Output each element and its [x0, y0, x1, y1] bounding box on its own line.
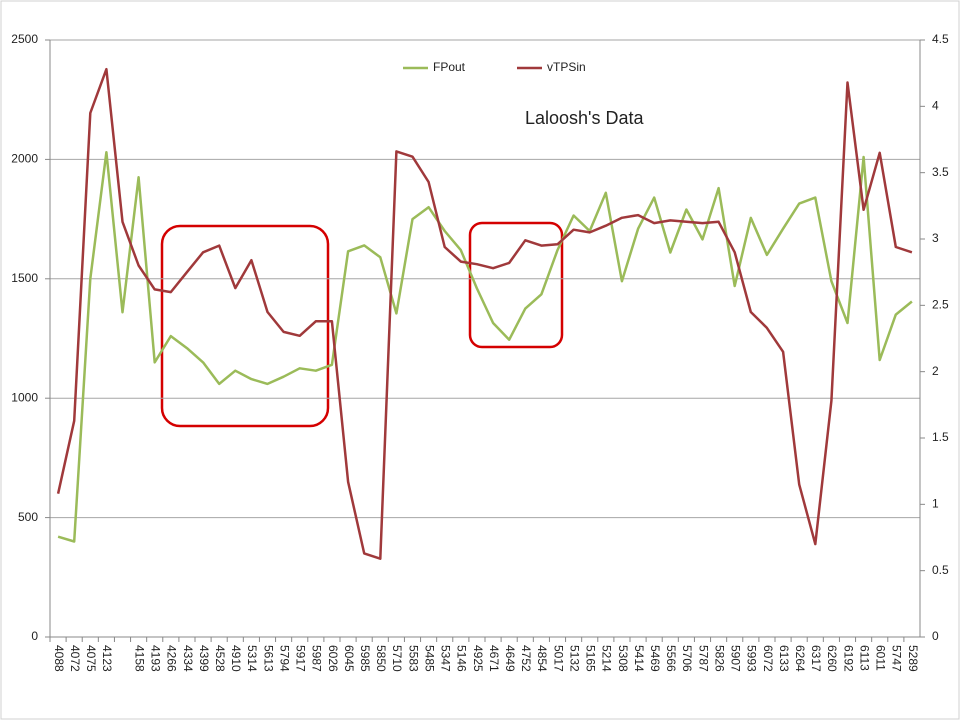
y-tick-label: 1500	[11, 271, 38, 285]
highlight-box	[468, 221, 564, 349]
annotation: Laloosh's Data	[525, 108, 645, 128]
y2-tick-label: 4.5	[932, 32, 949, 46]
x-tick-label: 5485	[422, 645, 436, 672]
y2-tick-label: 2.5	[932, 298, 949, 312]
x-tick-label: 5314	[245, 645, 259, 672]
x-tick-label: 4158	[132, 645, 146, 672]
x-tick-label: 6192	[841, 645, 855, 672]
x-tick-label: 5850	[374, 645, 388, 672]
x-tick-label: 4075	[84, 645, 98, 672]
x-tick-label: 4072	[68, 645, 82, 672]
x-tick-label: 4334	[181, 645, 195, 672]
x-tick-label: 4193	[149, 645, 163, 672]
x-tick-label: 6113	[857, 645, 871, 671]
x-tick-label: 5347	[439, 645, 453, 672]
x-tick-label: 6317	[809, 645, 823, 672]
legend-label: FPout	[433, 60, 466, 74]
y2-tick-label: 1.5	[932, 430, 949, 444]
x-tick-label: 4752	[519, 645, 533, 672]
x-tick-label: 5214	[600, 645, 614, 672]
x-tick-label: 4088	[52, 645, 66, 672]
x-tick-label: 5985	[358, 645, 372, 672]
y-tick-label: 0	[31, 629, 38, 643]
x-tick-label: 5987	[310, 645, 324, 672]
y2-tick-label: 0	[932, 629, 939, 643]
x-tick-label: 5826	[712, 645, 726, 672]
x-tick-label: 5132	[567, 645, 581, 672]
series-line	[57, 150, 913, 543]
x-tick-label: 4399	[197, 645, 211, 672]
x-tick-label: 5787	[696, 645, 710, 672]
x-tick-label: 6026	[326, 645, 340, 672]
x-tick-label: 5706	[680, 645, 694, 672]
x-tick-label: 5907	[729, 645, 743, 672]
x-tick-label: 5993	[745, 645, 759, 672]
x-tick-label: 6264	[793, 645, 807, 672]
x-tick-label: 5710	[390, 645, 404, 672]
y-tick-label: 1000	[11, 390, 38, 404]
y-tick-label: 2000	[11, 152, 38, 166]
x-tick-label: 6260	[825, 645, 839, 672]
x-tick-label: 5469	[648, 645, 662, 672]
x-tick-label: 5794	[277, 645, 291, 672]
x-tick-label: 5747	[890, 645, 904, 672]
x-tick-label: 5146	[455, 645, 469, 672]
y2-tick-label: 2	[932, 364, 939, 378]
x-tick-label: 6072	[761, 645, 775, 672]
y2-tick-label: 3	[932, 231, 939, 245]
x-tick-label: 5289	[906, 645, 920, 672]
y2-tick-label: 3.5	[932, 165, 949, 179]
x-tick-label: 5165	[584, 645, 598, 672]
x-tick-label: 4910	[229, 645, 243, 672]
x-tick-label: 5414	[632, 645, 646, 672]
x-tick-label: 4671	[487, 645, 501, 672]
x-tick-label: 4649	[503, 645, 517, 672]
x-tick-label: 6133	[777, 645, 791, 672]
x-tick-label: 5566	[664, 645, 678, 672]
x-tick-label: 5613	[261, 645, 275, 672]
x-tick-label: 6045	[342, 645, 356, 672]
x-tick-label: 4266	[165, 645, 179, 672]
x-tick-label: 5583	[406, 645, 420, 672]
x-tick-label: 5308	[616, 645, 630, 672]
x-tick-label: 4925	[471, 645, 485, 672]
x-tick-label: 5917	[294, 645, 308, 672]
legend-label: vTPSin	[547, 60, 586, 74]
y2-tick-label: 0.5	[932, 563, 949, 577]
x-tick-label: 4528	[213, 645, 227, 672]
y-tick-label: 500	[18, 510, 38, 524]
y-tick-label: 2500	[11, 32, 38, 46]
x-tick-label: 6011	[874, 645, 888, 671]
x-tick-label: 5017	[551, 645, 565, 672]
x-tick-label: 4123	[100, 645, 114, 672]
y2-tick-label: 4	[932, 99, 939, 113]
series-line	[56, 67, 913, 560]
x-tick-label: 4854	[535, 645, 549, 672]
y2-tick-label: 1	[932, 497, 939, 511]
highlight-box	[160, 224, 330, 428]
